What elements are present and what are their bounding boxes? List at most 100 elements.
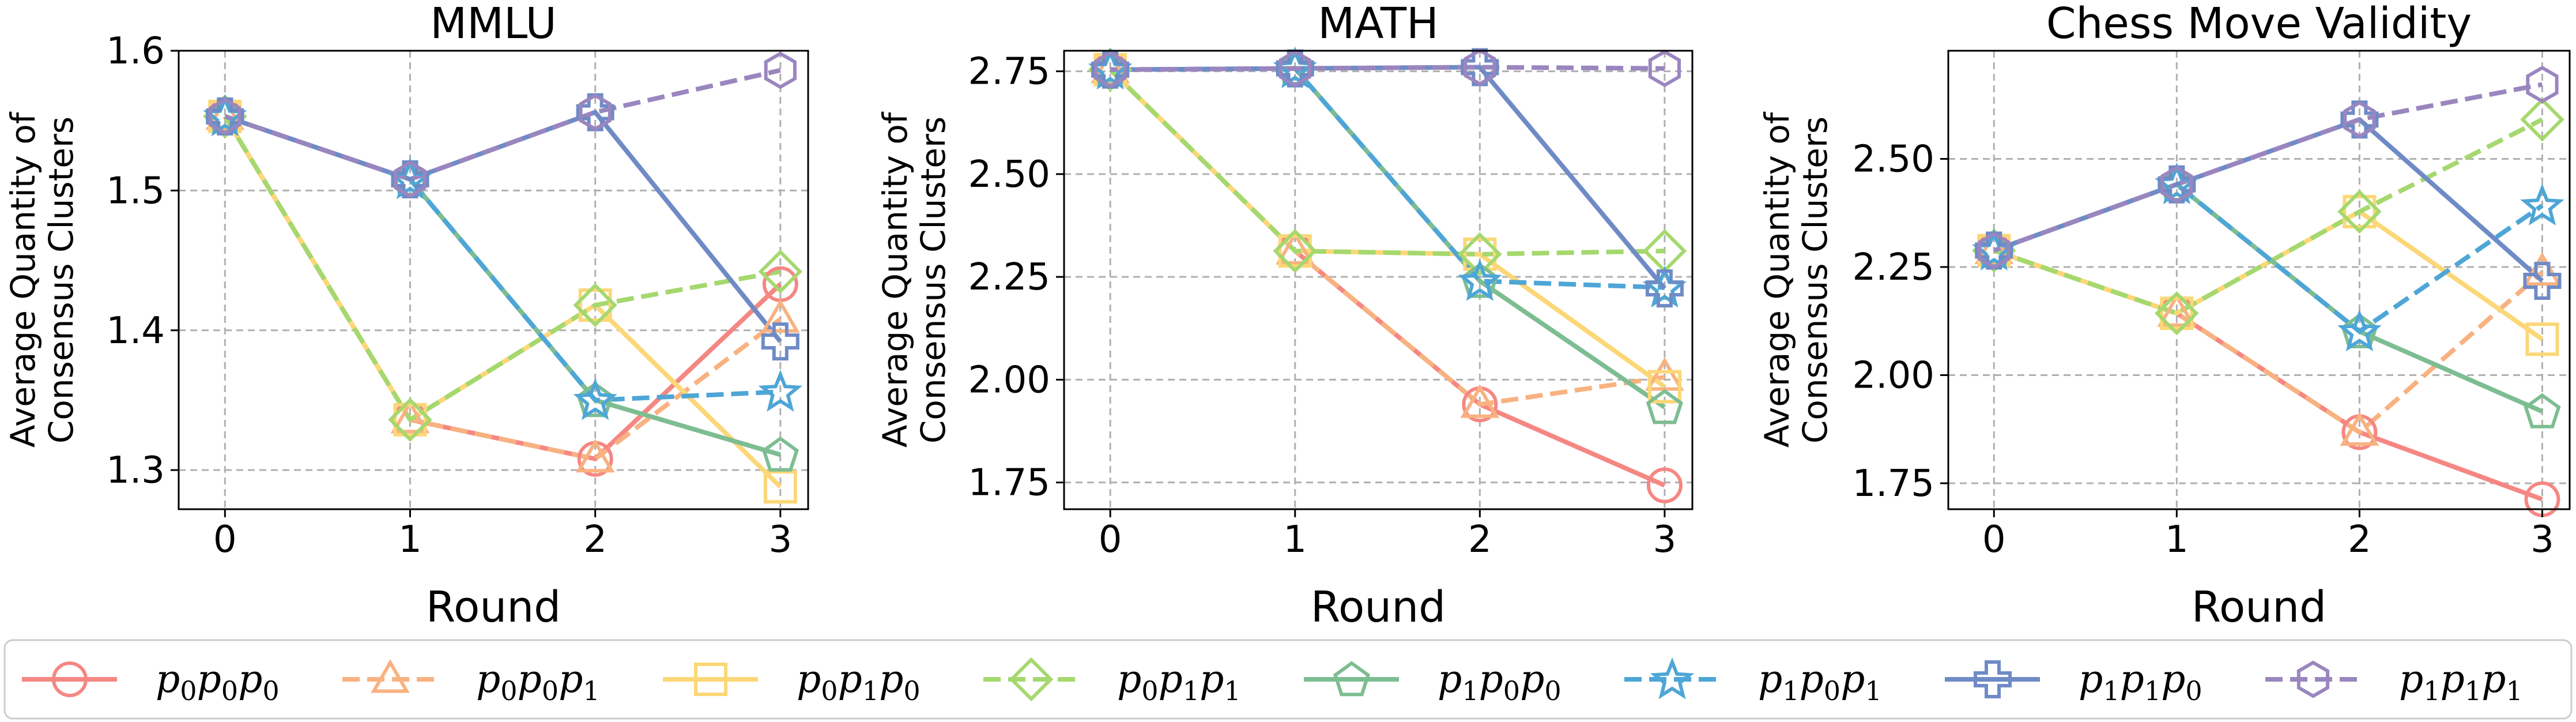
series-line-p0p1p1	[222, 115, 781, 422]
data-point-p1p1p0	[2340, 100, 2379, 139]
data-point-p0p1p1	[2520, 97, 2564, 142]
legend: p0p0p0 p0p0p1 p0p1p0 p0p1p1 p1p0p0 p1p0p1 p1p1…	[3, 639, 2573, 720]
data-point-p1p0p1	[2337, 309, 2382, 352]
data-point-p0p0p1	[1276, 231, 1315, 265]
data-point-p0p1p0	[578, 288, 612, 322]
data-point-p1p1p0	[391, 160, 429, 198]
series-line-p0p1p1	[1993, 117, 2544, 316]
y-axis-label: Average Quantity ofConsensus Clusters	[1757, 111, 1835, 448]
legend-label: p0p0p1	[476, 657, 600, 706]
data-point-p0p0p1	[2157, 293, 2197, 327]
x-tick-label: 1	[2165, 518, 2189, 561]
series-line-p1p0p1	[1993, 182, 2544, 334]
chart-panel-3: 0 1 2 3 1.75 2.00 2.25 2.50 Chess Move Validity R…	[1757, 0, 2571, 632]
data-point-p0p0p1	[575, 438, 615, 473]
x-axis-label: Round	[1311, 582, 1446, 632]
series-line-p1p0p1	[1110, 66, 1665, 290]
data-point-p1p1p1	[209, 97, 242, 136]
x-tick-label: 1	[398, 518, 422, 561]
chart-panels: 0 1 2 3 1.3 1.4 1.5 1.6 MMLU Round Average Quantit…	[3, 0, 2571, 632]
x-tick-label: 0	[1982, 518, 2006, 561]
x-axis-label: Round	[426, 582, 561, 632]
legend-label: p1p1p0	[2079, 657, 2202, 706]
series-group	[1088, 46, 1687, 503]
data-point-p1p1p1	[1648, 50, 1681, 88]
y-axis-label-line: Consensus Clusters	[914, 116, 953, 443]
data-point-p1p0p1	[2520, 183, 2564, 225]
legend-entry-p0p0p1: p0p0p1	[342, 657, 600, 706]
data-point-p0p1p0	[763, 470, 797, 504]
x-tick-label: 2	[2348, 518, 2371, 561]
y-axis-label-line: Consensus Clusters	[1796, 116, 1835, 443]
x-tick-label: 1	[1283, 518, 1307, 561]
y-tick-label: 1.75	[1853, 462, 1935, 505]
y-tick-label: 2.50	[1853, 138, 1935, 181]
legend-entry-p0p1p0: p0p1p0	[663, 657, 921, 706]
series-line-p1p1p1	[1993, 82, 2543, 253]
data-point-p0p0p1	[205, 96, 245, 130]
data-point-p1p1p1	[764, 51, 797, 89]
data-point-p1p1p1	[394, 160, 427, 198]
data-point-p1p1p0	[761, 322, 799, 361]
x-tick-label: 3	[2530, 518, 2554, 561]
series-line-p0p1p0	[1993, 209, 2544, 341]
legend-entry-p0p0p0: p0p0p0	[22, 657, 280, 706]
data-point-p1p1p1	[2160, 166, 2193, 204]
legend-marker	[1333, 661, 1371, 697]
y-axis-label-line: Average Quantity of	[3, 111, 43, 448]
legend-marker	[371, 659, 410, 693]
data-point-p1p1p1	[1278, 50, 1311, 88]
series-line-p1p1p0	[1993, 117, 2544, 283]
plot-frame	[1947, 50, 2571, 510]
y-tick-label: 1.4	[106, 310, 165, 352]
data-point-p1p1p1	[2526, 66, 2559, 103]
series-group	[1972, 66, 2564, 517]
data-point-p0p1p0	[1647, 370, 1681, 404]
data-point-p0p1p1	[1458, 232, 1502, 277]
legend-label: p0p1p1	[1117, 657, 1241, 706]
data-point-p0p0p1	[761, 299, 800, 333]
data-point-p0p1p0	[2160, 296, 2194, 330]
y-axis-label: Average Quantity ofConsensus Clusters	[3, 111, 81, 448]
data-point-p0p0p0	[1646, 467, 1683, 503]
y-tick-label: 1.75	[968, 462, 1051, 505]
data-point-p1p1p0	[1091, 50, 1130, 89]
legend-label: p0p1p0	[797, 657, 921, 706]
series-line-p0p0p1	[1993, 248, 2544, 435]
data-point-p0p1p1	[2337, 189, 2382, 234]
legend-entry-p1p1p1: p1p1p1	[2265, 657, 2523, 706]
data-point-p0p1p0	[2343, 195, 2377, 228]
data-point-p1p1p0	[206, 97, 244, 136]
legend-marker	[52, 661, 88, 697]
legend-marker	[1650, 657, 1695, 700]
chart-title: MATH	[1318, 0, 1439, 48]
y-axis-label-line: Average Quantity of	[1757, 111, 1797, 448]
data-point-p0p1p1	[573, 283, 617, 328]
series-line-p1p1p0	[224, 110, 782, 343]
data-point-p1p0p1	[758, 370, 803, 412]
x-tick-label: 2	[1468, 518, 1492, 561]
data-point-p1p1p0	[1645, 269, 1684, 308]
data-point-p0p0p1	[2340, 412, 2379, 446]
y-tick-label: 2.00	[968, 359, 1051, 401]
legend-marker	[1009, 657, 1054, 702]
legend-entry-p0p1p1: p0p1p1	[983, 657, 1241, 706]
chart-panel-2: 0 1 2 3 1.75 2.00 2.25 2.50 2.75 MATH Round Average…	[876, 0, 1694, 632]
x-tick-label: 0	[213, 518, 237, 561]
plot-frame	[1063, 50, 1694, 510]
data-point-p0p1p1	[758, 249, 803, 294]
y-axis-label-line: Consensus Clusters	[42, 116, 81, 443]
legend-label: p0p0p0	[156, 657, 280, 706]
legend-label: p1p0p1	[1758, 657, 1882, 706]
y-tick-label: 2.75	[968, 51, 1051, 93]
series-line-p0p0p1	[1108, 67, 1665, 407]
grid	[1948, 51, 2570, 509]
legend-label: p1p0p0	[1438, 657, 1562, 706]
x-tick-label: 2	[583, 518, 607, 561]
data-point-p1p0p0	[1646, 389, 1683, 424]
data-point-p1p1p0	[1461, 48, 1499, 87]
y-tick-label: 2.50	[968, 153, 1051, 196]
legend-entry-p1p1p0: p1p1p0	[1945, 657, 2202, 706]
series-group	[203, 51, 803, 504]
